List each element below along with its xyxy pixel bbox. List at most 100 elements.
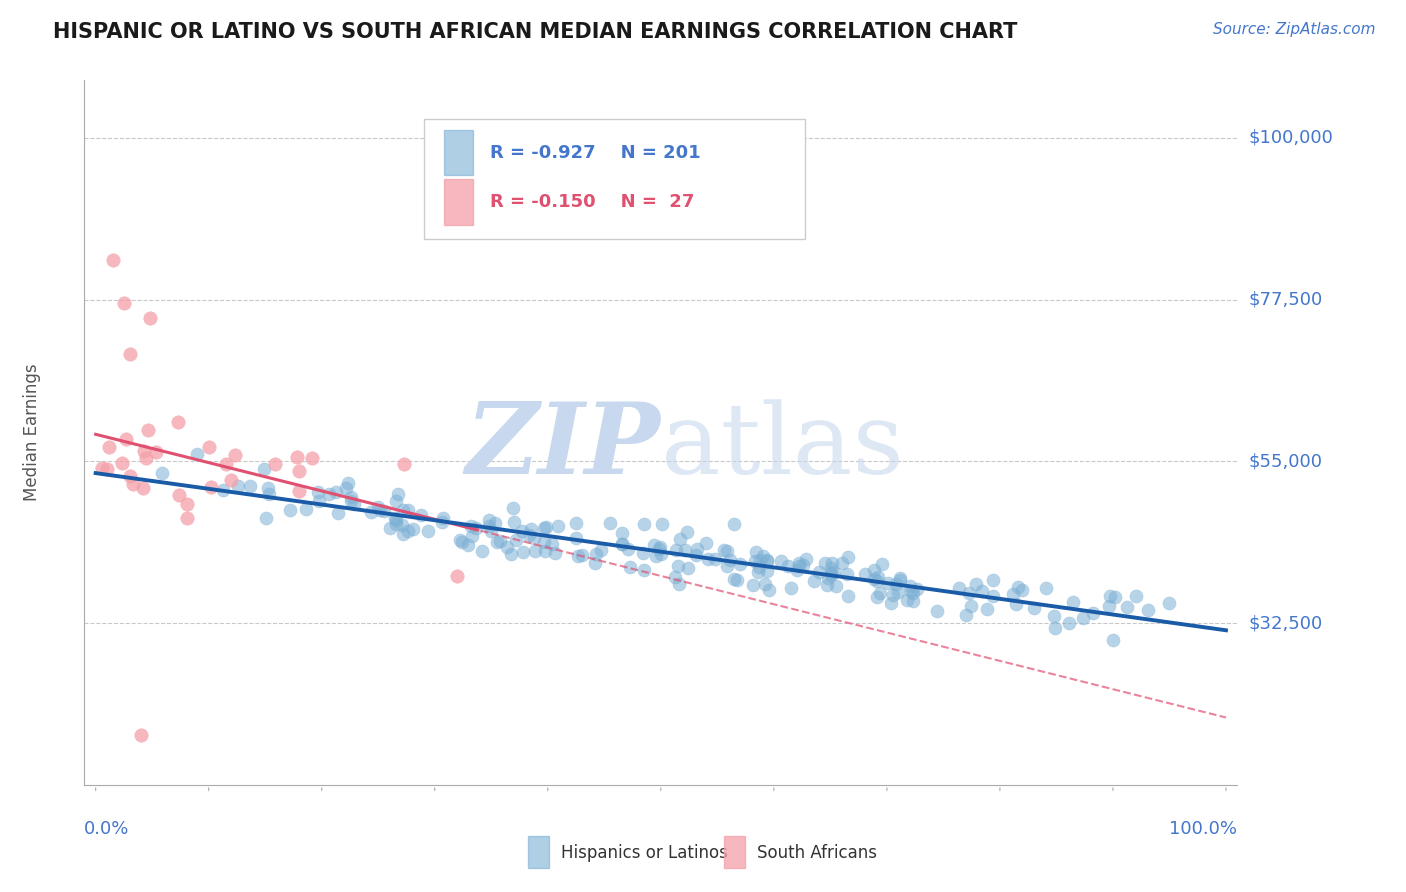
Point	[769, 554, 792, 568]
Point	[409, 508, 432, 522]
Point	[741, 577, 763, 591]
Point	[925, 604, 948, 618]
Point	[758, 583, 780, 598]
Point	[814, 557, 837, 571]
Point	[1007, 580, 1029, 594]
Point	[471, 544, 494, 558]
Point	[318, 487, 340, 501]
Point	[900, 583, 922, 598]
Point	[981, 589, 1004, 603]
Point	[1125, 589, 1147, 603]
Point	[1001, 587, 1024, 601]
Point	[1104, 590, 1126, 604]
Point	[111, 456, 134, 470]
Point	[176, 497, 198, 511]
Point	[524, 543, 547, 558]
Point	[465, 521, 488, 535]
Point	[239, 479, 262, 493]
Text: $32,500: $32,500	[1249, 615, 1323, 632]
Point	[112, 296, 135, 310]
Point	[212, 483, 235, 497]
Point	[789, 559, 811, 574]
Point	[747, 565, 769, 579]
Point	[718, 552, 741, 566]
Point	[898, 579, 921, 593]
Point	[673, 542, 696, 557]
Point	[725, 573, 748, 587]
Point	[1102, 633, 1125, 648]
Point	[825, 579, 848, 593]
Point	[367, 500, 389, 514]
Point	[565, 516, 588, 530]
Point	[1116, 600, 1139, 615]
Point	[863, 572, 886, 586]
Point	[457, 538, 479, 552]
Point	[792, 558, 814, 572]
Point	[583, 556, 606, 570]
FancyBboxPatch shape	[425, 119, 806, 239]
Point	[308, 493, 330, 508]
Point	[384, 511, 406, 525]
Point	[599, 516, 621, 531]
Point	[402, 522, 425, 536]
Point	[747, 560, 769, 574]
Point	[460, 529, 482, 543]
Text: ZIP: ZIP	[465, 399, 661, 495]
Point	[863, 563, 886, 577]
Point	[512, 545, 534, 559]
Point	[385, 513, 408, 527]
Point	[882, 589, 904, 603]
Point	[502, 515, 524, 529]
Point	[1136, 603, 1159, 617]
Point	[704, 552, 727, 566]
Point	[489, 534, 512, 549]
Point	[502, 500, 524, 515]
Point	[340, 494, 363, 508]
Point	[307, 484, 329, 499]
Point	[749, 553, 772, 567]
Point	[889, 572, 911, 586]
Point	[198, 441, 221, 455]
Point	[650, 541, 672, 555]
Point	[745, 545, 768, 559]
Point	[755, 564, 778, 578]
Point	[534, 520, 557, 534]
Point	[879, 596, 901, 610]
Point	[1011, 583, 1033, 598]
Point	[610, 537, 633, 551]
Point	[976, 602, 998, 616]
Text: atlas: atlas	[661, 399, 904, 494]
Point	[385, 517, 408, 532]
Point	[391, 518, 413, 533]
Point	[716, 543, 738, 558]
Point	[278, 503, 301, 517]
Point	[460, 519, 482, 533]
Point	[145, 445, 167, 459]
Point	[96, 462, 118, 476]
Text: $100,000: $100,000	[1249, 128, 1333, 147]
Point	[960, 599, 983, 613]
Point	[132, 443, 155, 458]
Text: 100.0%: 100.0%	[1170, 821, 1237, 838]
Point	[186, 447, 208, 461]
Point	[650, 547, 672, 561]
Point	[643, 539, 665, 553]
Point	[136, 423, 159, 437]
Point	[820, 567, 842, 582]
Point	[430, 516, 453, 530]
Point	[1062, 595, 1084, 609]
Point	[533, 534, 555, 549]
Point	[391, 502, 413, 516]
Point	[866, 574, 889, 588]
Point	[378, 521, 401, 535]
Point	[1057, 615, 1080, 630]
Text: Median Earnings: Median Earnings	[24, 364, 42, 501]
Point	[787, 557, 810, 571]
Point	[1071, 611, 1094, 625]
Point	[91, 461, 114, 475]
Point	[342, 497, 364, 511]
Point	[651, 517, 673, 532]
Point	[633, 563, 655, 577]
Point	[896, 592, 918, 607]
Text: R = -0.927    N = 201: R = -0.927 N = 201	[491, 144, 700, 161]
